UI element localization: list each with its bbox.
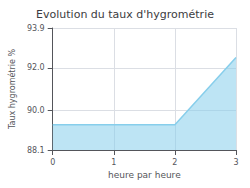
svg-text:Evolution du taux d'hygrométri: Evolution du taux d'hygrométrie [36,8,214,21]
svg-text:90.0: 90.0 [27,106,45,115]
svg-text:3: 3 [233,158,238,167]
svg-text:92.0: 92.0 [27,63,45,72]
svg-text:1: 1 [111,158,116,167]
svg-text:heure par heure: heure par heure [108,170,181,180]
svg-text:88.1: 88.1 [27,146,45,155]
svg-text:Taux hygrométrie %: Taux hygrométrie % [7,49,17,131]
svg-text:0: 0 [50,158,55,167]
svg-text:2: 2 [172,158,177,167]
svg-text:93.9: 93.9 [27,24,45,33]
